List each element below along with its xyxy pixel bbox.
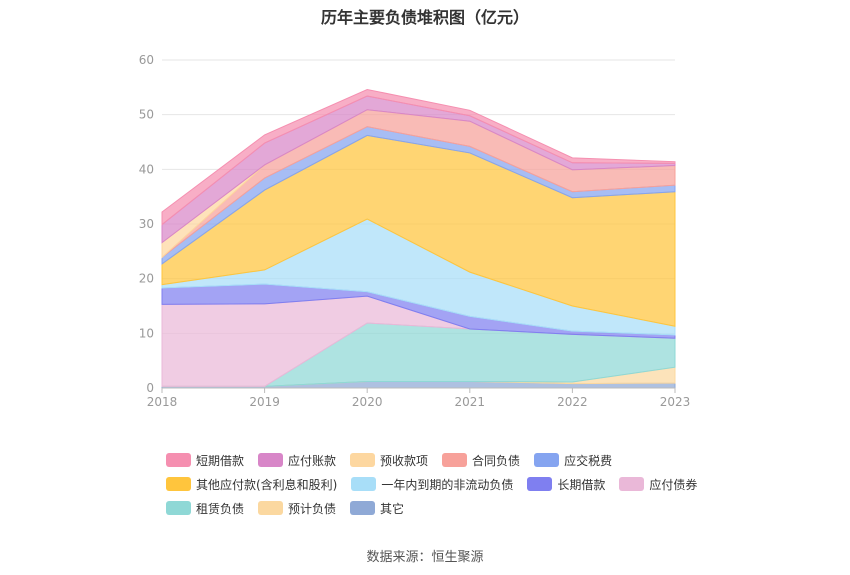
legend-row: 租赁负债 预计负债 其它 — [166, 496, 726, 520]
legend-label: 其他应付款(含利息和股利) — [196, 477, 338, 492]
legend-item[interactable]: 应交税费 — [534, 452, 612, 469]
legend-swatch — [619, 477, 645, 491]
y-tick-label: 60 — [139, 53, 154, 67]
y-tick-label: 50 — [139, 108, 154, 122]
legend-item[interactable]: 合同负债 — [442, 452, 520, 469]
y-tick-label: 10 — [139, 326, 154, 340]
legend: 短期借款 应付账款 预收款项 合同负债 应交税费其他应付款(含利息和股利) 一年内到期的非… — [166, 448, 726, 520]
legend-label: 短期借款 — [196, 453, 245, 468]
y-tick-label: 0 — [146, 381, 154, 395]
legend-item[interactable]: 租赁负债 — [166, 500, 244, 517]
legend-item[interactable]: 应付债券 — [619, 476, 697, 493]
x-tick-label: 2020 — [352, 395, 383, 409]
x-tick-label: 2019 — [249, 395, 280, 409]
legend-item[interactable]: 长期借款 — [527, 476, 605, 493]
legend-swatch — [166, 477, 191, 491]
x-tick-label: 2021 — [455, 395, 486, 409]
legend-row: 短期借款 应付账款 预收款项 合同负债 应交税费 — [166, 448, 726, 472]
legend-item[interactable]: 其他应付款(含利息和股利) — [166, 476, 337, 493]
legend-label: 长期借款 — [557, 477, 606, 492]
x-tick-label: 2022 — [557, 395, 588, 409]
legend-swatch — [350, 501, 376, 515]
legend-label: 其它 — [380, 501, 405, 516]
legend-item[interactable]: 应付账款 — [258, 452, 336, 469]
legend-label: 应付债券 — [649, 477, 698, 492]
legend-swatch — [166, 453, 191, 467]
legend-label: 预计负债 — [288, 501, 337, 516]
chart-title: 历年主要负债堆积图（亿元） — [320, 8, 529, 27]
legend-swatch — [350, 453, 376, 467]
legend-swatch — [166, 501, 191, 515]
x-tick-label: 2018 — [147, 395, 178, 409]
area-series — [161, 88, 676, 226]
legend-label: 应交税费 — [564, 453, 613, 468]
legend-swatch — [527, 477, 553, 491]
y-tick-label: 20 — [139, 272, 154, 286]
x-tick-label: 2023 — [660, 395, 691, 409]
y-tick-label: 40 — [139, 162, 154, 176]
legend-label: 合同负债 — [472, 453, 521, 468]
legend-label: 应付账款 — [288, 453, 337, 468]
legend-swatch — [258, 501, 284, 515]
legend-item[interactable]: 短期借款 — [166, 452, 244, 469]
y-tick-label: 30 — [139, 217, 154, 231]
legend-swatch — [534, 453, 560, 467]
legend-swatch — [258, 453, 284, 467]
legend-item[interactable]: 一年内到期的非流动负债 — [351, 476, 513, 493]
legend-item[interactable]: 预计负债 — [258, 500, 336, 517]
legend-label: 一年内到期的非流动负债 — [381, 477, 514, 492]
legend-label: 租赁负债 — [196, 501, 245, 516]
data-source: 数据来源：恒生聚源 — [366, 550, 484, 565]
legend-item[interactable]: 预收款项 — [350, 452, 428, 469]
legend-swatch — [351, 477, 377, 491]
legend-item[interactable]: 其它 — [350, 500, 404, 517]
legend-row: 其他应付款(含利息和股利) 一年内到期的非流动负债 长期借款 应付债券 — [166, 472, 726, 496]
legend-label: 预收款项 — [380, 453, 429, 468]
legend-swatch — [442, 453, 468, 467]
